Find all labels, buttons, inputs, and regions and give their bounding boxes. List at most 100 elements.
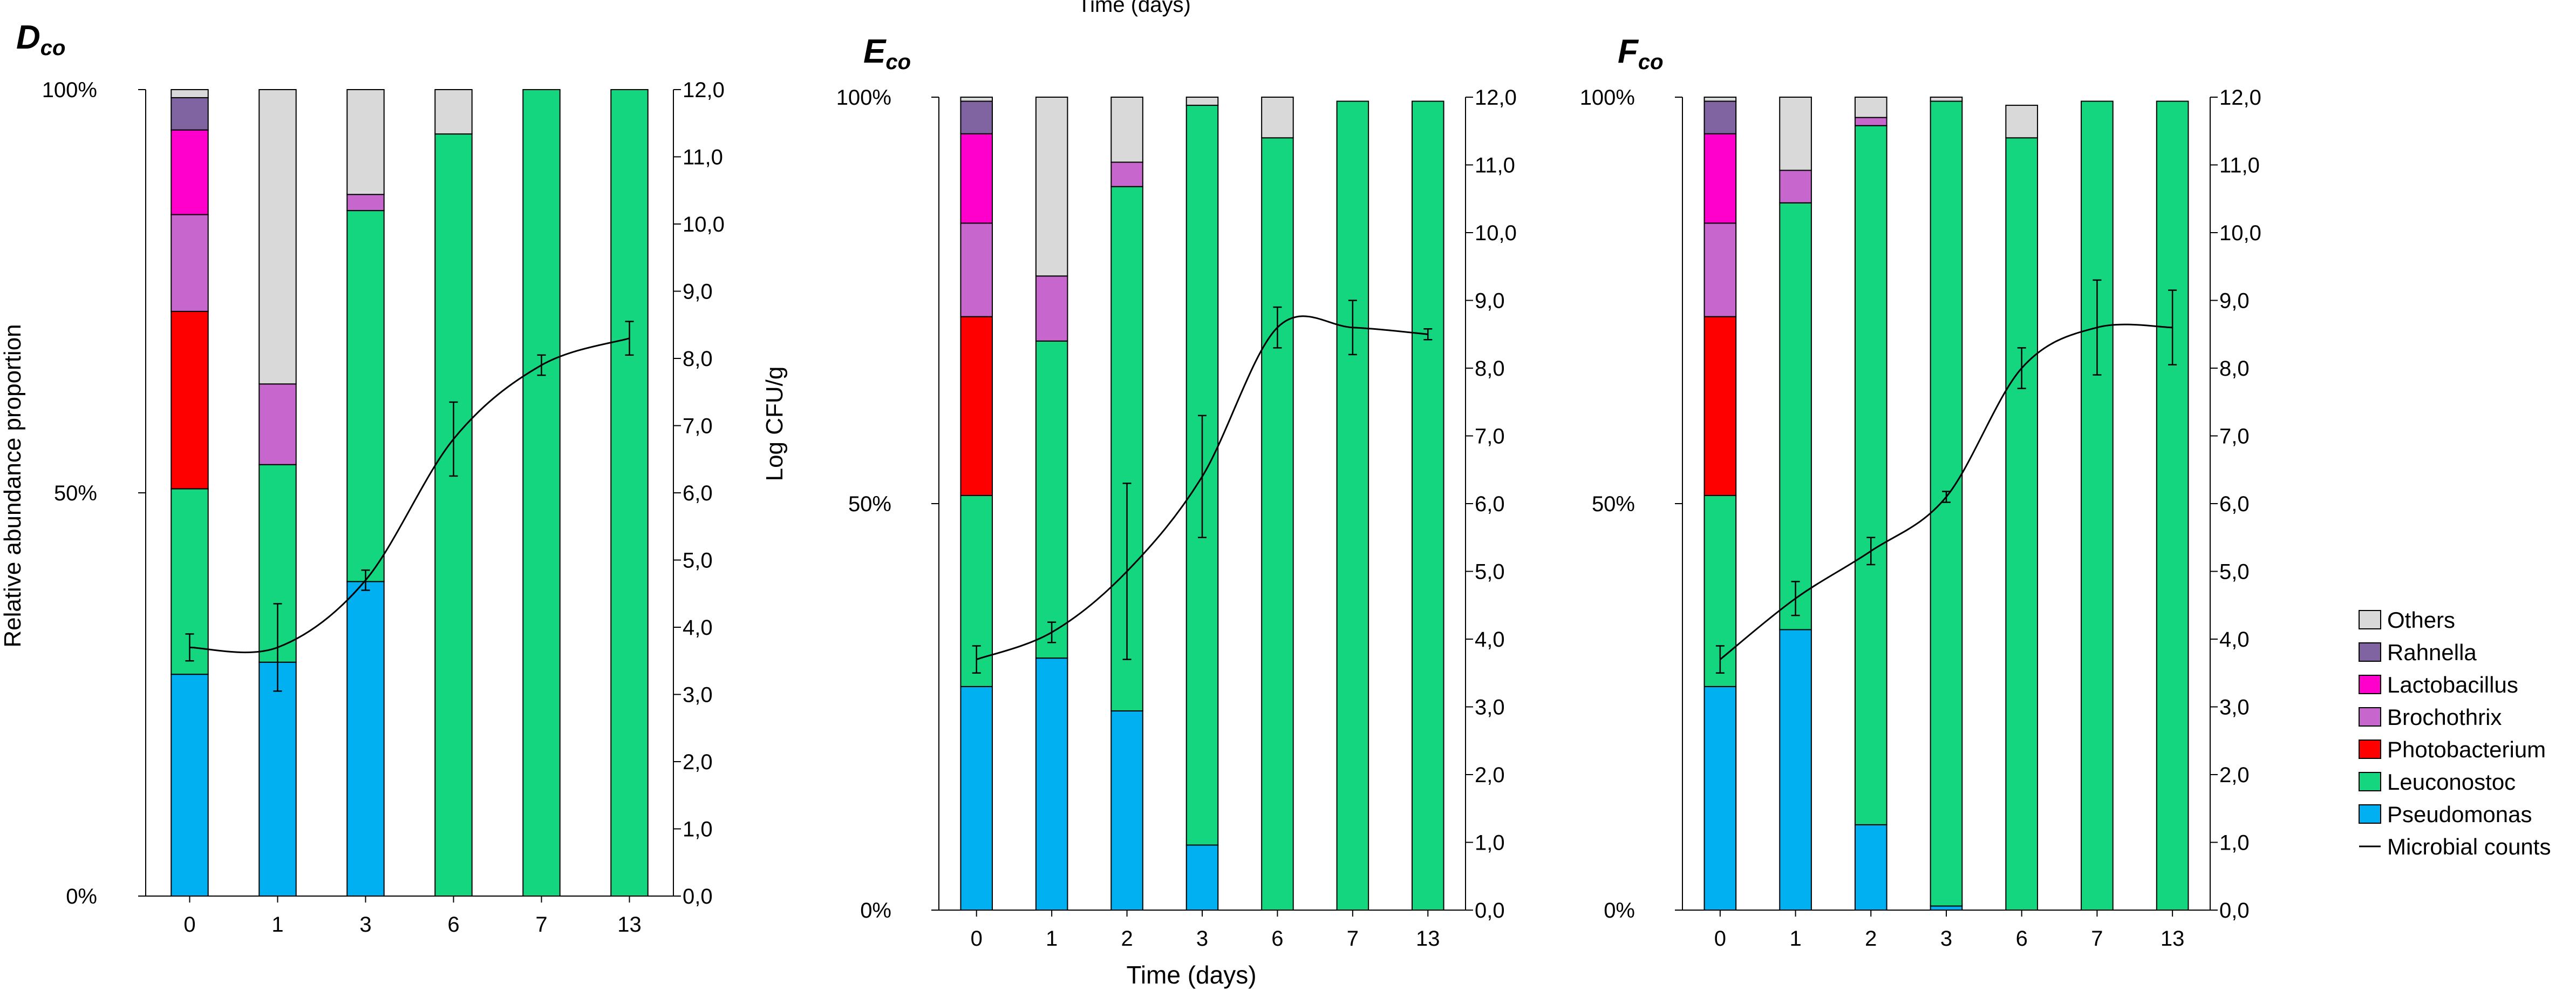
right-tick-label: 10,0 xyxy=(2219,221,2261,245)
x-tick-label: 2 xyxy=(1865,927,1877,951)
x-tick-label: 7 xyxy=(535,913,547,937)
right-tick-label: 3,0 xyxy=(2219,696,2250,720)
bar-segment-pseudomonas xyxy=(1930,905,1963,911)
bar-segment-pseudomonas xyxy=(1035,657,1068,911)
panel-title-subscript: co xyxy=(885,50,911,74)
bar-segment-pseudomonas xyxy=(1110,710,1143,911)
right-tick-label: 1,0 xyxy=(683,818,713,842)
bar-segment-rahnella xyxy=(1703,100,1737,134)
bar-segment-others xyxy=(1703,97,1737,102)
bar-segment-others xyxy=(960,97,993,102)
legend-swatch xyxy=(2359,610,2381,629)
bar-segment-photobacterium xyxy=(960,316,993,496)
x-tick-label: 7 xyxy=(2091,927,2103,951)
bar-segment-pseudomonas xyxy=(1779,629,1812,911)
bar-segment-pseudomonas xyxy=(1854,824,1887,911)
x-tick-label: 0 xyxy=(971,927,983,951)
right-tick-label: 9,0 xyxy=(1475,289,1505,313)
right-tick-label: 1,0 xyxy=(2219,831,2250,855)
x-tick-label: 13 xyxy=(1416,927,1440,951)
legend-item-brochothrix: Brochothrix xyxy=(2359,704,2502,730)
right-tick-label: 6,0 xyxy=(2219,492,2250,516)
right-tick-label: 4,0 xyxy=(2219,628,2250,652)
right-tick-label: 0,0 xyxy=(683,885,713,908)
left-tick-label: 0% xyxy=(1604,899,1635,923)
bar-segment-others xyxy=(346,89,385,195)
bar-segment-rahnella xyxy=(171,97,209,131)
legend-item-photobacterium: Photobacterium xyxy=(2359,737,2546,762)
legend: Others Rahnella Lactobacillus Brochothrix Ph… xyxy=(2359,607,2551,859)
error-bar xyxy=(1942,491,1951,503)
bar-segment-pseudomonas xyxy=(1185,844,1219,911)
right-tick-label: 5,0 xyxy=(2219,560,2250,584)
legend-label: Others xyxy=(2387,607,2455,633)
x-tick-label: 13 xyxy=(617,913,642,937)
chart-panel-e: 0% 50% 100% 0,0 1,0 2,0 3,0 4,0 5,0 6,0 7,0 8,0 9,0 1… xyxy=(836,33,1517,951)
error-bar xyxy=(537,354,546,376)
legend-label: Photobacterium xyxy=(2387,737,2546,762)
error-bar xyxy=(2093,279,2102,376)
bar-segment-pseudomonas xyxy=(1703,686,1737,911)
left-tick-label: 100% xyxy=(836,86,891,110)
panel-title-subscript: co xyxy=(1638,50,1664,74)
right-tick-label: 10,0 xyxy=(683,213,725,236)
right-tick-label: 9,0 xyxy=(2219,289,2250,313)
bar-segment-leuconostoc xyxy=(2081,100,2114,911)
top-time-caption: Time (days) xyxy=(1078,0,1191,17)
x-tick-label: 13 xyxy=(2161,927,2185,951)
x-tick-label: 6 xyxy=(1271,927,1283,951)
bar-segment-others xyxy=(1261,97,1294,139)
bar-segment-others xyxy=(1110,97,1143,163)
right-tick-label: 3,0 xyxy=(683,683,713,707)
legend-swatch xyxy=(2359,740,2381,759)
error-bar xyxy=(1273,306,1282,349)
error-bar xyxy=(1866,537,1876,566)
x-axis-label: Time (days) xyxy=(1126,961,1256,989)
panel-title-subscript: co xyxy=(40,36,66,60)
legend-item-microbial-counts: Microbial counts xyxy=(2359,834,2551,859)
right-tick-label: 11,0 xyxy=(683,146,723,169)
x-tick-label: 1 xyxy=(1046,927,1058,951)
bar-segment-others xyxy=(258,89,297,385)
bar-segment-lactobacillus xyxy=(171,129,209,215)
bar-segment-brochothrix xyxy=(1703,222,1737,317)
bar-segment-lactobacillus xyxy=(1703,133,1737,224)
legend-swatch xyxy=(2359,642,2381,662)
right-tick-label: 7,0 xyxy=(2219,425,2250,449)
right-tick-label: 12,0 xyxy=(1475,86,1517,110)
error-bar xyxy=(185,633,194,662)
legend-item-lactobacillus: Lactobacillus xyxy=(2359,672,2518,697)
x-tick-label: 6 xyxy=(2016,927,2028,951)
y-left-axis-label: Relative abundance proportion xyxy=(0,324,26,647)
bar-segment-others xyxy=(1185,97,1219,106)
bar-segment-pseudomonas xyxy=(960,686,993,911)
bar-segment-pseudomonas xyxy=(171,674,209,897)
x-tick-label: 0 xyxy=(1714,927,1726,951)
bar-segment-leuconostoc xyxy=(1336,100,1369,911)
right-tick-label: 2,0 xyxy=(1475,763,1505,787)
right-tick-label: 1,0 xyxy=(1475,831,1505,855)
x-tick-label: 0 xyxy=(183,913,195,937)
right-tick-label: 11,0 xyxy=(2219,154,2260,178)
legend-label: Brochothrix xyxy=(2387,704,2502,730)
bar-segment-others xyxy=(1035,97,1068,277)
error-bar xyxy=(273,603,282,692)
x-tick-label: 2 xyxy=(1121,927,1133,951)
bar-segment-brochothrix xyxy=(1779,169,1812,204)
bar-segment-brochothrix xyxy=(1110,161,1143,187)
error-bar xyxy=(1198,415,1207,538)
bar-segment-leuconostoc xyxy=(2156,100,2189,911)
bar-segment-others xyxy=(2005,105,2039,139)
legend-swatch xyxy=(2359,804,2381,824)
legend-label: Leuconostoc xyxy=(2387,769,2516,795)
panel-title: Fco xyxy=(1618,33,1664,74)
error-bar xyxy=(1047,621,1057,643)
error-bar xyxy=(1423,328,1433,341)
bar-segment-brochothrix xyxy=(1854,117,1887,126)
bar-segment-lactobacillus xyxy=(960,133,993,224)
right-tick-label: 12,0 xyxy=(2219,86,2261,110)
bar-segment-leuconostoc xyxy=(2005,137,2039,911)
legend-swatch xyxy=(2359,675,2381,694)
left-tick-label: 0% xyxy=(66,885,97,908)
